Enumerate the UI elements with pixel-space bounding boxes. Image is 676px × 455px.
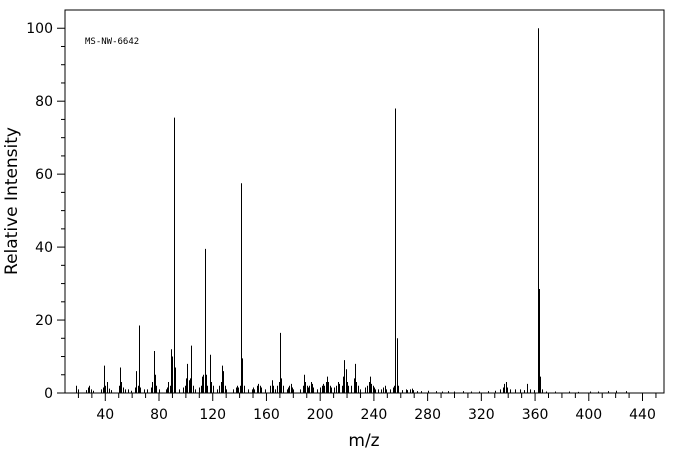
x-tick-label: 320 [468, 407, 495, 423]
y-tick-label: 0 [44, 386, 53, 402]
x-tick-label: 40 [96, 407, 114, 423]
y-tick-label: 40 [35, 240, 53, 256]
x-tick-label: 200 [307, 407, 334, 423]
y-axis-label: Relative Intensity [2, 127, 22, 275]
y-tick-label: 100 [26, 21, 53, 37]
peak-series [76, 28, 627, 393]
x-tick-label: 440 [629, 407, 656, 423]
x-axis-label: m/z [348, 431, 379, 451]
y-axis: 0 20 40 60 80 100 [26, 21, 65, 402]
x-tick-label: 160 [253, 407, 280, 423]
y-tick-label: 80 [35, 94, 53, 110]
x-tick-label: 360 [522, 407, 549, 423]
y-tick-label: 60 [35, 167, 53, 183]
x-tick-label: 80 [150, 407, 168, 423]
y-tick-label: 20 [35, 313, 53, 329]
x-axis: 40 80 120 160 200 240 280 320 360 400 440 [77, 393, 657, 423]
plot-frame [64, 9, 665, 394]
x-tick-label: 400 [575, 407, 602, 423]
x-tick-label: 120 [199, 407, 226, 423]
x-tick-label: 280 [414, 407, 441, 423]
x-tick-label: 240 [361, 407, 388, 423]
spectrum-id-label: MS-NW-6642 [85, 37, 139, 47]
